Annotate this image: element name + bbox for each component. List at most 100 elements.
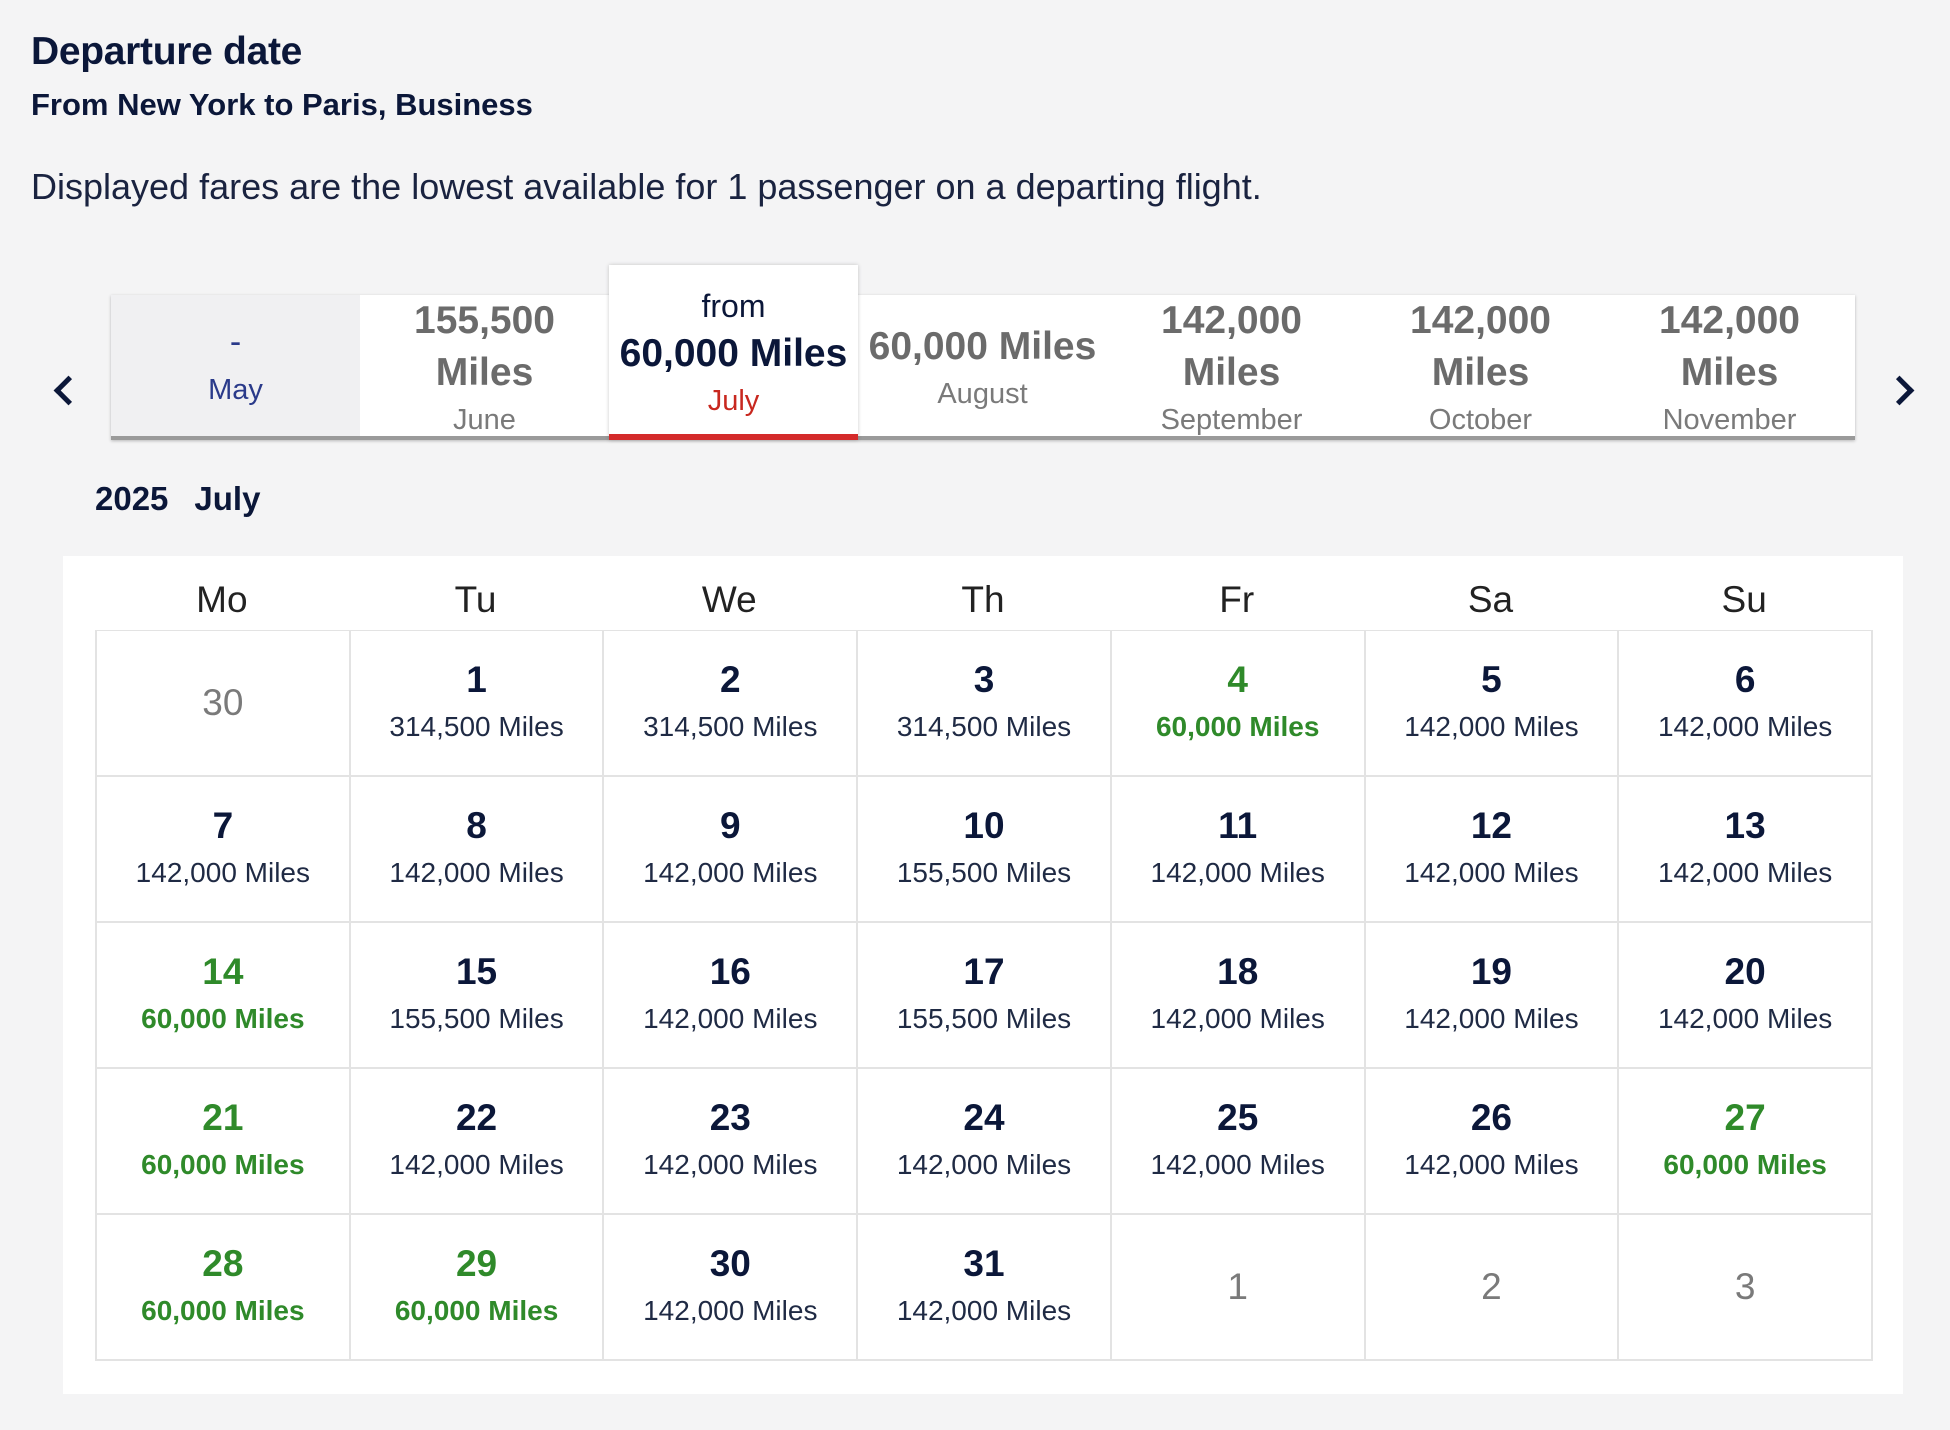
calendar-day[interactable]: 3 314,500 Miles [858, 631, 1112, 777]
calendar-day[interactable]: 27 60,000 Miles [1619, 1069, 1873, 1215]
month-tab-september[interactable]: 142,000 Miles September [1107, 295, 1356, 440]
day-fare: 142,000 Miles [1404, 711, 1579, 742]
day-fare: 142,000 Miles [1404, 1003, 1579, 1034]
calendar-day[interactable]: 23 142,000 Miles [604, 1069, 859, 1215]
day-number: 19 [1470, 951, 1512, 992]
weekday-label: Tu [454, 579, 497, 620]
calendar-day[interactable]: 18 142,000 Miles [1111, 923, 1366, 1069]
calendar-month: July [194, 480, 261, 517]
day-number: 2 [1481, 1266, 1502, 1307]
month-tab-july[interactable]: from 60,000 Miles July [609, 265, 858, 440]
calendar-day[interactable]: 6 142,000 Miles [1619, 631, 1873, 777]
month-price-prefix: from [701, 287, 766, 324]
calendar-day[interactable]: 10 155,500 Miles [858, 777, 1112, 923]
month-name: October [1428, 403, 1533, 436]
calendar-day[interactable]: 9 142,000 Miles [604, 777, 859, 923]
weekday-label: Th [961, 579, 1005, 620]
month-tab-may: - May [111, 295, 360, 440]
calendar-day[interactable]: 29 60,000 Miles [350, 1215, 605, 1361]
day-fare: 60,000 Miles [141, 1003, 305, 1034]
calendar-day[interactable]: 30 142,000 Miles [604, 1215, 859, 1361]
day-number: 8 [466, 805, 487, 846]
calendar-day[interactable]: 7 142,000 Miles [97, 777, 351, 923]
day-fare: 142,000 Miles [1404, 857, 1579, 888]
calendar-day[interactable]: 5 142,000 Miles [1365, 631, 1620, 777]
month-price: 60,000 Miles [868, 324, 1097, 368]
chevron-left-icon[interactable] [44, 370, 84, 410]
day-number: 22 [455, 1097, 498, 1138]
calendar-day[interactable]: 1 314,500 Miles [350, 631, 605, 777]
month-price-unit: Miles [435, 350, 534, 394]
calendar: Mo Tu We Th Fr Sa Su 30 1 314,500 Miles 2 314,500 … [63, 556, 1903, 1394]
calendar-day[interactable]: 26 142,000 Miles [1365, 1069, 1620, 1215]
day-fare: 142,000 Miles [1150, 857, 1325, 888]
day-number: 13 [1724, 805, 1766, 846]
day-fare: 142,000 Miles [135, 857, 311, 888]
calendar-heading: 2025 July [95, 480, 286, 518]
calendar-day[interactable]: 4 60,000 Miles [1111, 631, 1366, 777]
weekday-header: Mo Tu We Th Fr Sa Su [95, 556, 1871, 631]
calendar-day[interactable]: 28 60,000 Miles [97, 1215, 351, 1361]
calendar-day[interactable]: 24 142,000 Miles [858, 1069, 1112, 1215]
day-fare: 155,500 Miles [896, 857, 1072, 888]
calendar-day[interactable]: 12 142,000 Miles [1365, 777, 1620, 923]
day-number: 3 [973, 659, 995, 700]
day-number: 14 [202, 951, 244, 992]
month-name: September [1160, 403, 1303, 436]
month-tab-october[interactable]: 142,000 Miles October [1356, 295, 1605, 440]
calendar-day[interactable]: 14 60,000 Miles [97, 923, 351, 1069]
calendar-day[interactable]: 17 155,500 Miles [858, 923, 1112, 1069]
day-fare: 142,000 Miles [1657, 1003, 1833, 1034]
day-number: 24 [963, 1097, 1005, 1138]
chevron-right-icon[interactable] [1883, 370, 1923, 410]
day-fare: 142,000 Miles [1657, 857, 1833, 888]
day-fare: 142,000 Miles [896, 1295, 1072, 1326]
calendar-year: 2025 [95, 480, 169, 517]
weekday-label: Mo [196, 579, 248, 620]
day-fare: 142,000 Miles [389, 857, 564, 888]
calendar-day[interactable]: 20 142,000 Miles [1619, 923, 1873, 1069]
day-fare: 142,000 Miles [643, 1149, 818, 1180]
calendar-day[interactable]: 11 142,000 Miles [1111, 777, 1366, 923]
day-number: 5 [1481, 659, 1502, 700]
day-fare: 142,000 Miles [1150, 1149, 1325, 1180]
calendar-day[interactable]: 19 142,000 Miles [1365, 923, 1620, 1069]
month-tab-november[interactable]: 142,000 Miles November [1605, 295, 1854, 440]
calendar-day[interactable]: 13 142,000 Miles [1619, 777, 1873, 923]
month-price: 155,500 [414, 298, 555, 342]
day-fare: 142,000 Miles [1150, 1003, 1325, 1034]
calendar-day[interactable]: 31 142,000 Miles [858, 1215, 1112, 1361]
calendar-day-outside: 30 [97, 631, 351, 777]
weekday-label: Sa [1467, 579, 1514, 620]
day-number: 1 [1227, 1266, 1248, 1307]
day-fare: 142,000 Miles [643, 1003, 818, 1034]
calendar-day[interactable]: 15 155,500 Miles [350, 923, 605, 1069]
month-tab-june[interactable]: 155,500 Miles June [360, 295, 609, 440]
day-fare: 142,000 Miles [1657, 711, 1833, 742]
day-fare: 60,000 Miles [141, 1295, 305, 1326]
month-price: 142,000 [1659, 298, 1800, 342]
month-name: June [453, 403, 516, 436]
day-fare: 142,000 Miles [1404, 1149, 1579, 1180]
route-subtitle: From New York to Paris, Business [31, 87, 533, 122]
page-title: Departure date [31, 30, 303, 73]
day-number: 26 [1470, 1097, 1512, 1138]
calendar-day[interactable]: 25 142,000 Miles [1111, 1069, 1366, 1215]
calendar-day[interactable]: 21 60,000 Miles [97, 1069, 351, 1215]
fare-description: Displayed fares are the lowest available… [31, 166, 1262, 207]
month-price: 60,000 Miles [619, 331, 848, 375]
day-number: 29 [455, 1243, 498, 1284]
month-tab-august[interactable]: 60,000 Miles August [858, 295, 1107, 440]
calendar-day[interactable]: 8 142,000 Miles [350, 777, 605, 923]
day-fare: 142,000 Miles [643, 1295, 818, 1326]
calendar-day[interactable]: 16 142,000 Miles [604, 923, 859, 1069]
day-fare: 142,000 Miles [896, 1149, 1072, 1180]
calendar-day[interactable]: 22 142,000 Miles [350, 1069, 605, 1215]
day-number: 9 [719, 805, 741, 846]
day-fare: 314,500 Miles [643, 711, 818, 742]
day-number: 6 [1734, 659, 1756, 700]
month-price: 142,000 [1161, 298, 1302, 342]
weekday-label: Su [1721, 579, 1767, 620]
weekday-label: We [701, 579, 757, 620]
calendar-day[interactable]: 2 314,500 Miles [604, 631, 859, 777]
